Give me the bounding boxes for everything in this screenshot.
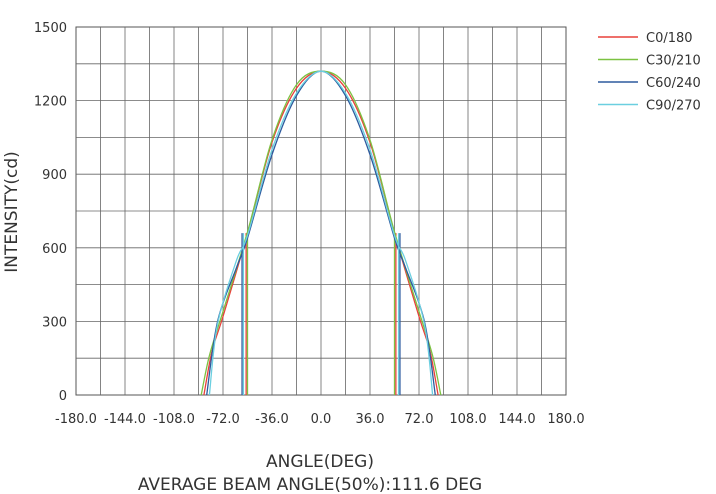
y-axis-title: INTENSITY(cd): [2, 151, 22, 273]
series-layer: [200, 70, 442, 396]
y-tick-label: 0: [59, 389, 67, 404]
chart-subtitle: AVERAGE BEAM ANGLE(50%):111.6 DEG: [138, 475, 482, 494]
x-tick-label: 108.0: [449, 412, 486, 427]
legend-label: C60/240: [646, 76, 701, 91]
legend-label: C30/210: [646, 54, 701, 69]
legend-label: C90/270: [646, 99, 701, 114]
x-tick-label: -180.0: [55, 412, 97, 427]
y-tick-label: 600: [42, 242, 67, 257]
x-tick-label: 180.0: [547, 412, 584, 427]
legend-label: C0/180: [646, 31, 693, 46]
y-tick-label: 900: [42, 168, 67, 183]
x-tick-label: -144.0: [104, 412, 146, 427]
x-tick-label: 72.0: [405, 412, 434, 427]
x-axis-title: ANGLE(DEG): [266, 452, 374, 472]
y-tick-label: 1500: [34, 21, 67, 36]
series-line: [208, 70, 434, 396]
x-tick-label: 36.0: [356, 412, 385, 427]
x-tick-label: -72.0: [206, 412, 240, 427]
y-tick-label: 300: [42, 315, 67, 330]
x-tick-label: -108.0: [153, 412, 195, 427]
legend: C0/180 C30/210 C60/240 C90/270: [598, 31, 701, 114]
x-tick-label: 0.0: [311, 412, 332, 427]
chart-grid: [75, 26, 567, 396]
y-tick-label: 1200: [34, 95, 67, 110]
x-tick-label: -36.0: [255, 412, 289, 427]
tick-labels: -180.0 -144.0 -108.0 -72.0 -36.0 0.0 36.0 72.0 1…: [34, 21, 585, 427]
x-tick-label: 144.0: [498, 412, 535, 427]
